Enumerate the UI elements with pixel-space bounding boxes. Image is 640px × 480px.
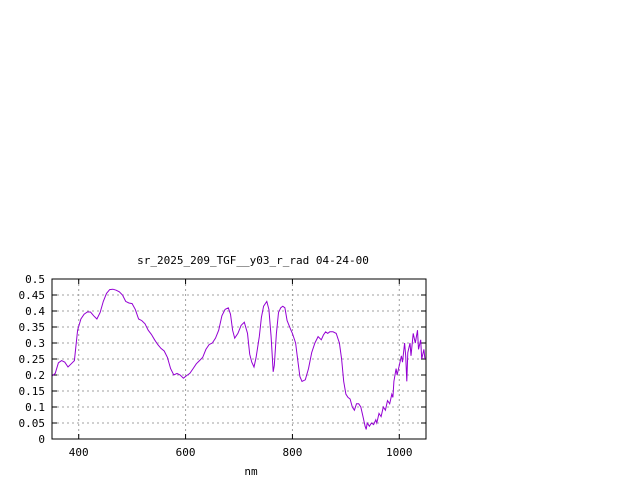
- y-tick-label: 0.3: [25, 337, 45, 350]
- x-tick-label: 1000: [386, 446, 413, 459]
- y-tick-label: 0.5: [25, 273, 45, 286]
- x-tick-label: 800: [282, 446, 302, 459]
- plot-frame: [51, 278, 427, 440]
- series-line: [51, 288, 426, 430]
- y-tick-label: 0.4: [25, 305, 45, 318]
- y-tick-label: 0.15: [19, 385, 46, 398]
- y-tick-label: 0.45: [19, 289, 46, 302]
- y-tick-label: 0.1: [25, 401, 45, 414]
- chart-title: sr_2025_209_TGF__y03_r_rad 04-24-00: [137, 254, 369, 267]
- y-tick-label: 0.05: [19, 417, 46, 430]
- x-tick-label: 600: [176, 446, 196, 459]
- tick-labels: 0 0.05 0.1 0.15 0.2 0.25 0.3 0.35 0.4 0.45 0.5 400 6…: [19, 273, 413, 459]
- y-tick-label: 0.35: [19, 321, 46, 334]
- x-tick-label: 400: [69, 446, 89, 459]
- grid-lines: [52, 279, 426, 439]
- y-tick-label: 0.2: [25, 369, 45, 382]
- y-tick-label: 0.25: [19, 353, 46, 366]
- y-tick-label: 0: [38, 433, 45, 446]
- x-axis-label: nm: [244, 465, 258, 478]
